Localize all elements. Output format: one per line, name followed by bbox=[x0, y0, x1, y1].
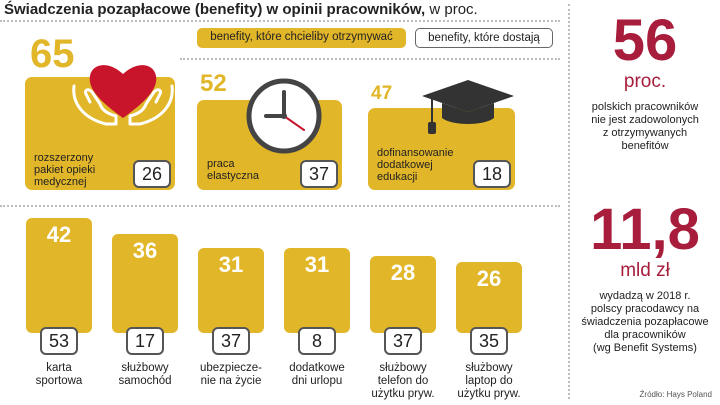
bar-value: 31 bbox=[218, 251, 244, 277]
top-label-medical-line: rozszerzony bbox=[34, 152, 94, 164]
bar-category-label-line: karta bbox=[46, 362, 72, 374]
bar-value: 42 bbox=[46, 221, 72, 247]
source-note: Źródło: Hays Poland bbox=[639, 390, 712, 399]
chart-title: Świadczenia pozapłacowe (benefity) w opi… bbox=[4, 1, 478, 18]
bar-get-value: 53 bbox=[40, 327, 78, 355]
sidebar-divider bbox=[568, 4, 570, 399]
stat2-unit: mld zł bbox=[620, 260, 670, 281]
heart-hands-icon bbox=[72, 65, 174, 126]
bar-get-value: 8 bbox=[298, 327, 336, 355]
top-label-edu-line: edukacji bbox=[377, 171, 418, 183]
top-label-edu-line: dofinansowanie bbox=[377, 147, 454, 159]
bar-value: 28 bbox=[390, 260, 416, 285]
bar-get-value: 17 bbox=[126, 327, 164, 355]
bar-category-label: karta sportowa bbox=[20, 362, 98, 388]
bar bbox=[456, 261, 522, 333]
bar-category-label-line: dni urlopu bbox=[291, 375, 343, 387]
bar-value: 26 bbox=[476, 265, 502, 291]
stat2-text-line: (wg Benefit Systems) bbox=[593, 342, 697, 354]
bar-category-label-line: sportowa bbox=[35, 375, 83, 387]
bar-get-value: 37 bbox=[212, 327, 250, 355]
bar-category-label-line: telefon do bbox=[377, 375, 429, 387]
stat2-text-line: wydadzą w 2018 r. bbox=[599, 290, 691, 302]
top-label-edu: dofinansowanie dodatkowej edukacji bbox=[377, 147, 453, 183]
top-get-edu: 18 bbox=[473, 160, 511, 188]
stat1-text-line: benefitów bbox=[621, 140, 669, 152]
bar-category-label-line: użytku pryw. bbox=[457, 388, 521, 400]
bar-category-label-line: służbowy bbox=[121, 362, 169, 374]
top-value-medical: 65 bbox=[30, 32, 75, 76]
legend-want: benefity, które chcieliby otrzymywać bbox=[197, 28, 406, 48]
bar-category-label-line: laptop do bbox=[465, 375, 513, 387]
bar-category-label-line: dodatkowe bbox=[289, 362, 345, 374]
bar-category-label-line: służbowy bbox=[379, 362, 427, 374]
stat1-text-line: polskich pracowników bbox=[591, 101, 699, 113]
top-label-medical-line: medycznej bbox=[34, 176, 87, 188]
title-divider bbox=[0, 20, 560, 22]
bar-category-label-line: użytku pryw. bbox=[371, 388, 435, 400]
section-divider bbox=[0, 205, 560, 207]
bar-category-label: służbowy telefon do użytku pryw. bbox=[364, 362, 442, 401]
stat1-unit: proc. bbox=[623, 71, 667, 92]
bar-category-label: służbowy samochód bbox=[106, 362, 184, 388]
bar-category-label: dodatkowe dni urlopu bbox=[278, 362, 356, 388]
stat1-value: 56 bbox=[612, 8, 678, 73]
top-value-flex: 52 bbox=[200, 70, 227, 97]
stat2-text-line: polscy pracodawcy na bbox=[590, 303, 700, 315]
stat2-text-line: świadczenia pozapłacowe bbox=[581, 316, 709, 328]
bar bbox=[26, 217, 92, 333]
bar-value: 31 bbox=[304, 251, 330, 277]
bar bbox=[198, 247, 264, 333]
stat2-text: wydadzą w 2018 r. polscy pracodawcy na świ… bbox=[570, 290, 720, 355]
bar-get-value: 35 bbox=[470, 327, 508, 355]
bar-category-label: ubezpiecze-nie na życie bbox=[192, 362, 270, 388]
top-get-medical: 26 bbox=[133, 160, 171, 188]
bar-get-value: 37 bbox=[384, 327, 422, 355]
stat1-text-line: z otrzymywanych bbox=[602, 127, 688, 139]
top-label-flex-line: praca bbox=[207, 158, 235, 170]
bar-category-label-line: ubezpiecze- bbox=[199, 362, 262, 374]
bar bbox=[112, 234, 178, 333]
stat1-text-line: nie jest zadowolonych bbox=[591, 114, 699, 126]
top-value-edu: 47 bbox=[371, 83, 393, 104]
top-label-medical-line: pakiet opieki bbox=[34, 164, 96, 176]
title-bold: Świadczenia pozapłacowe (benefity) w opi… bbox=[4, 1, 426, 18]
bar-category-label-line: nie na życie bbox=[200, 375, 262, 387]
top-label-flex: praca elastyczna bbox=[207, 158, 259, 182]
title-unit: w proc. bbox=[425, 1, 478, 18]
stat2-value: 11,8 bbox=[590, 197, 700, 262]
top-get-flex: 37 bbox=[300, 160, 338, 188]
bar bbox=[284, 247, 350, 333]
clock-icon bbox=[246, 78, 322, 154]
graduation-cap-icon bbox=[422, 80, 514, 134]
legend-divider bbox=[180, 58, 560, 60]
legend-get: benefity, które dostają bbox=[415, 28, 553, 48]
stat2-text-line: dla pracowników bbox=[604, 329, 686, 341]
bar-category-label-line: służbowy bbox=[465, 362, 513, 374]
stat1-text: polskich pracowników nie jest zadowolonyc… bbox=[570, 101, 720, 153]
bar-value: 36 bbox=[132, 238, 158, 263]
top-label-edu-line: dodatkowej bbox=[377, 159, 433, 171]
top-label-medical: rozszerzony pakiet opieki medycznej bbox=[34, 152, 95, 188]
bar bbox=[370, 256, 436, 333]
bar-category-label-line: samochód bbox=[118, 375, 172, 387]
top-label-flex-line: elastyczna bbox=[207, 170, 259, 182]
bar-category-label: służbowy laptop do użytku pryw. bbox=[450, 362, 528, 401]
